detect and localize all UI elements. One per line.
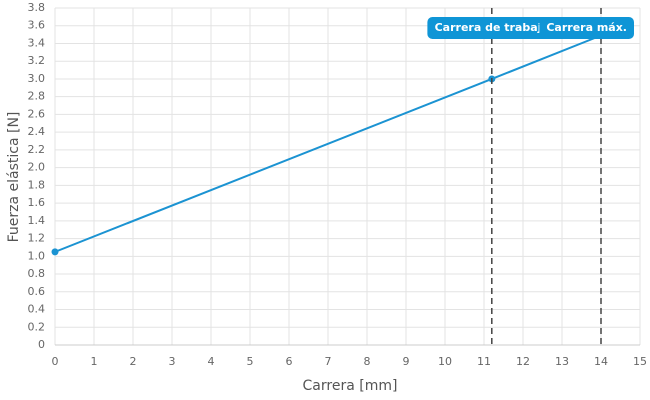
y-tick-label: 2.2: [28, 143, 46, 156]
y-tick-label: 1.2: [28, 232, 46, 245]
x-tick-label: 15: [633, 355, 647, 368]
x-tick-label: 8: [364, 355, 371, 368]
annotation-box: [427, 17, 557, 39]
y-tick-label: 0.2: [28, 320, 46, 333]
y-tick-label: 2.8: [28, 90, 46, 103]
point: [51, 248, 59, 256]
annotation-box: [539, 17, 634, 39]
y-tick-label: 2.0: [28, 161, 46, 174]
x-tick-label: 0: [52, 355, 59, 368]
y-tick-label: 2.4: [28, 125, 46, 138]
y-tick-label: 0.6: [28, 285, 46, 298]
y-tick-label: 0.8: [28, 267, 46, 280]
x-tick-label: 11: [477, 355, 491, 368]
y-tick-label: 1.0: [28, 249, 46, 262]
x-tick-label: 6: [286, 355, 293, 368]
annotation-label: Carrera de trabajo: [427, 17, 557, 39]
y-axis-label: Fuerza elástica [N]: [6, 112, 22, 243]
x-tick-label: 9: [403, 355, 410, 368]
x-tick-label: 5: [247, 355, 254, 368]
x-axis-label: Carrera [mm]: [303, 378, 398, 394]
x-tick-label: 2: [130, 355, 137, 368]
x-tick-label: 10: [438, 355, 452, 368]
y-tick-label: 0.4: [28, 303, 46, 316]
y-tick-label: 3.0: [28, 72, 46, 85]
y-tick-label: 3.2: [28, 54, 46, 67]
x-tick-label: 1: [91, 355, 98, 368]
x-tick-label: 7: [325, 355, 332, 368]
annotation-text: Carrera de trabajo: [435, 21, 550, 34]
y-tick-label: 1.4: [28, 214, 46, 227]
x-tick-label: 14: [594, 355, 608, 368]
x-tick-label: 4: [208, 355, 215, 368]
y-tick-label: 3.4: [28, 36, 46, 49]
annotation-text: Carrera máx.: [546, 21, 627, 34]
y-tick-label: 3.8: [28, 1, 46, 14]
y-tick-label: 0: [38, 338, 45, 351]
x-tick-label: 3: [169, 355, 176, 368]
y-tick-label: 2.6: [28, 107, 46, 120]
x-tick-label: 12: [516, 355, 530, 368]
y-tick-label: 3.6: [28, 19, 46, 32]
annotation-label: Carrera máx.: [539, 17, 634, 39]
x-tick-label: 13: [555, 355, 569, 368]
y-tick-label: 1.6: [28, 196, 46, 209]
y-tick-label: 1.8: [28, 178, 46, 191]
